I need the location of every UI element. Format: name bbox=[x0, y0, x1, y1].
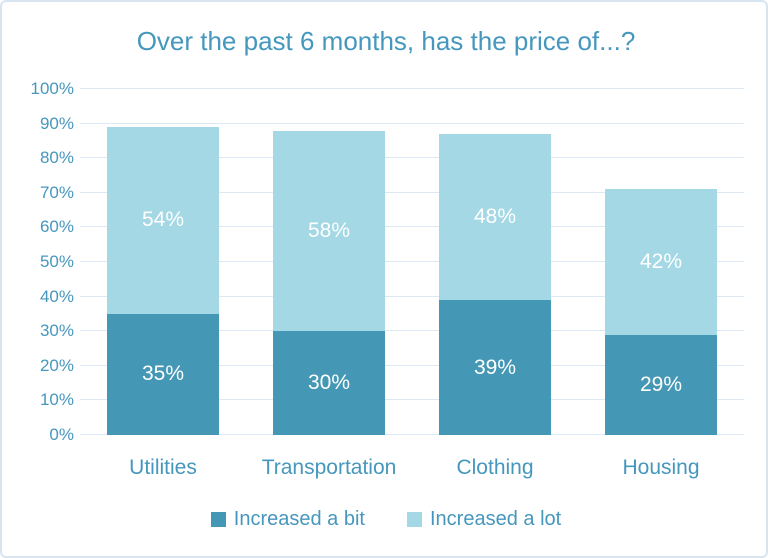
segment-utilities-bit: 35% bbox=[107, 313, 219, 435]
y-axis-tick-label: 60% bbox=[39, 217, 74, 237]
legend-item-increased-a-lot: Increased a lot bbox=[407, 508, 561, 531]
bar-utilities: 54% 35% bbox=[107, 127, 219, 435]
gridline bbox=[80, 364, 744, 366]
legend: Increased a bit Increased a lot bbox=[2, 508, 768, 531]
x-axis-label-housing: Housing bbox=[622, 456, 700, 479]
y-axis-tick-label: 90% bbox=[39, 113, 74, 133]
legend-label: Increased a bit bbox=[233, 508, 365, 530]
y-axis-tick-label: 20% bbox=[39, 355, 74, 375]
x-axis-label-utilities: Utilities bbox=[129, 456, 197, 479]
gridline bbox=[80, 157, 744, 159]
segment-clothing-lot: 48% bbox=[439, 133, 551, 301]
chart-title: Over the past 6 months, has the price of… bbox=[136, 26, 636, 56]
gridline bbox=[80, 295, 744, 297]
gridline bbox=[80, 122, 744, 124]
data-label: 58% bbox=[307, 218, 351, 242]
bar-housing: 42% 29% bbox=[605, 189, 717, 435]
segment-transportation-lot: 58% bbox=[273, 130, 385, 332]
segment-transportation-bit: 30% bbox=[273, 331, 385, 435]
data-label: 30% bbox=[307, 371, 351, 395]
segment-housing-lot: 42% bbox=[605, 189, 717, 335]
gridline bbox=[80, 434, 744, 435]
y-axis-tick-label: 80% bbox=[39, 148, 74, 168]
x-axis-label-transportation: Transportation bbox=[261, 456, 397, 479]
legend-item-increased-a-bit: Increased a bit bbox=[210, 508, 365, 531]
x-axis-label-clothing: Clothing bbox=[456, 456, 534, 479]
legend-swatch-icon bbox=[407, 512, 422, 527]
y-axis-tick-label: 40% bbox=[39, 286, 74, 306]
legend-label: Increased a lot bbox=[430, 508, 562, 530]
data-label: 54% bbox=[141, 208, 185, 232]
gridline bbox=[80, 330, 744, 332]
segment-housing-bit: 29% bbox=[605, 334, 717, 435]
gridline bbox=[80, 191, 744, 193]
bar-clothing: 48% 39% bbox=[439, 133, 551, 435]
segment-clothing-bit: 39% bbox=[439, 300, 551, 435]
y-axis-tick-label: 0% bbox=[49, 425, 74, 444]
y-axis-tick-label: 10% bbox=[39, 390, 74, 410]
data-label: 29% bbox=[639, 372, 683, 396]
segment-utilities-lot: 54% bbox=[107, 127, 219, 314]
legend-swatch-icon bbox=[210, 512, 226, 527]
data-label: 48% bbox=[473, 205, 517, 228]
data-label: 39% bbox=[473, 355, 517, 379]
gridline bbox=[80, 261, 744, 262]
gridline bbox=[80, 88, 744, 89]
y-axis-tick-label: 50% bbox=[39, 252, 74, 271]
y-axis-tick-label: 30% bbox=[39, 321, 74, 341]
y-axis-tick-label: 70% bbox=[39, 182, 74, 202]
data-label: 35% bbox=[141, 362, 185, 386]
gridline bbox=[80, 226, 744, 228]
y-axis-tick-label: 100% bbox=[30, 79, 74, 98]
bar-transportation: 58% 30% bbox=[273, 130, 385, 435]
data-label: 42% bbox=[639, 249, 683, 273]
gridline bbox=[80, 399, 744, 401]
